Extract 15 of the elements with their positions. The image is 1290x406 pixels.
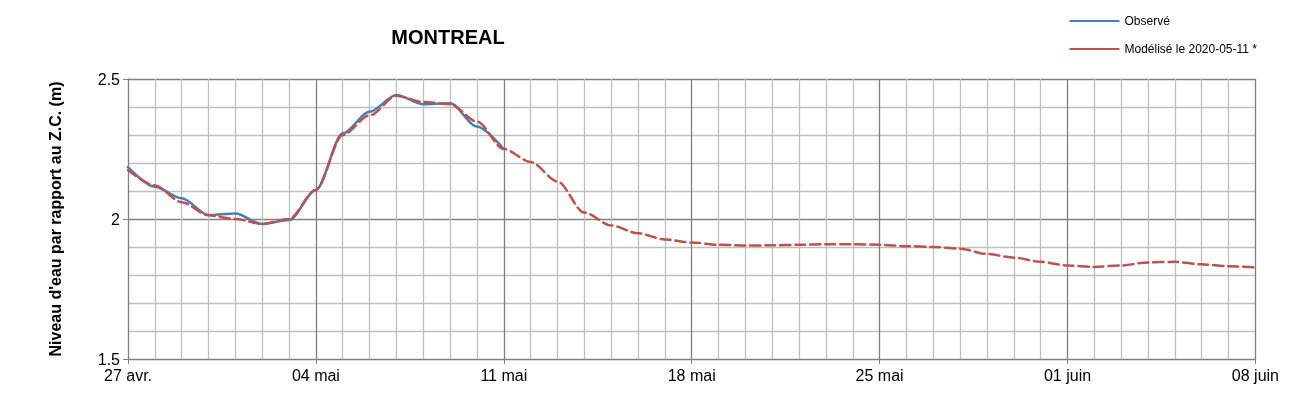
line-series <box>126 94 1257 269</box>
y-tick-label: 2 <box>111 210 121 228</box>
x-tick-label: 08 juin <box>1231 366 1279 384</box>
x-tick-label: 27 avr. <box>103 366 153 384</box>
x-tick-label: 25 mai <box>855 366 904 384</box>
chart-title: MONTREAL <box>391 26 505 48</box>
x-tick-label: 18 mai <box>667 366 716 384</box>
y-axis-title: Niveau d'eau par rapport au Z.C. (m) <box>46 81 64 357</box>
y-tick-label: 2.5 <box>97 70 121 88</box>
y-tick-label: 1.5 <box>97 350 121 368</box>
x-tick-label: 01 juin <box>1043 366 1092 384</box>
x-tick-label: 11 mai <box>480 366 528 384</box>
legend-label: Observé <box>1124 14 1171 28</box>
x-tick-label: 04 mai <box>291 366 340 384</box>
legend-label: Modélisé le 2020-05-11 * <box>1124 42 1258 56</box>
